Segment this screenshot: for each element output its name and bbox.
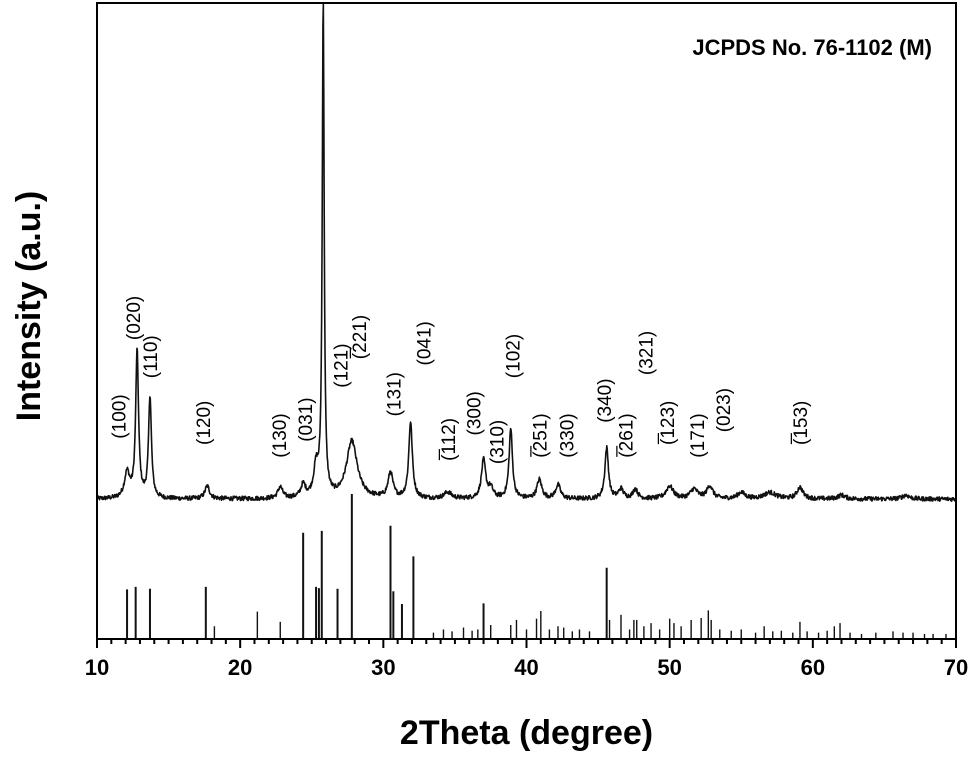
peak-label: (310) — [488, 420, 509, 464]
peak-label: (̅153) — [791, 401, 812, 445]
peak-label: (120) — [194, 401, 215, 445]
peak-label: (̅261) — [616, 413, 637, 457]
peak-label: (110) — [141, 335, 162, 378]
peak-label: (130) — [270, 413, 291, 457]
x-tick-label: 10 — [85, 655, 109, 680]
peak-label: (171) — [688, 413, 709, 457]
reference-card-label: JCPDS No. 76-1102 (M) — [692, 35, 932, 60]
measured-pattern-line — [96, 3, 957, 502]
x-axis: 10 20 30 40 50 60 70 — [85, 639, 968, 680]
peak-label: (̅251) — [531, 413, 552, 457]
peak-label: (̅112) — [439, 418, 460, 461]
peak-label: (340) — [595, 378, 616, 422]
x-tick-label: 30 — [371, 655, 395, 680]
peak-label: (041) — [415, 321, 436, 365]
x-tick-label: 60 — [801, 655, 825, 680]
x-tick-label: 50 — [657, 655, 681, 680]
y-axis-title: Intensity (a.u.) — [10, 191, 48, 421]
peak-label: (102) — [503, 334, 524, 378]
plot-area — [96, 3, 957, 639]
peak-labels: (100)(020)(110)(120)(130)(031)(040)(121)… — [110, 296, 812, 464]
peak-label: (̅221) — [350, 315, 371, 359]
peak-label: (330) — [558, 413, 579, 457]
x-tick-label: 20 — [228, 655, 252, 680]
peak-label: (121) — [332, 343, 353, 387]
peak-label: (321) — [637, 331, 658, 375]
peak-label: (020) — [124, 296, 145, 340]
peak-label: (300) — [465, 391, 486, 435]
x-axis-title: 2Theta (degree) — [400, 714, 653, 752]
peak-label: (023) — [714, 388, 735, 432]
x-tick-label: 40 — [514, 655, 538, 680]
x-tick-label: 70 — [944, 655, 968, 680]
peak-label: (031) — [296, 397, 317, 441]
peak-label: (100) — [110, 394, 131, 438]
peak-label: (131) — [385, 372, 406, 416]
peak-label: (̅123) — [658, 401, 679, 445]
